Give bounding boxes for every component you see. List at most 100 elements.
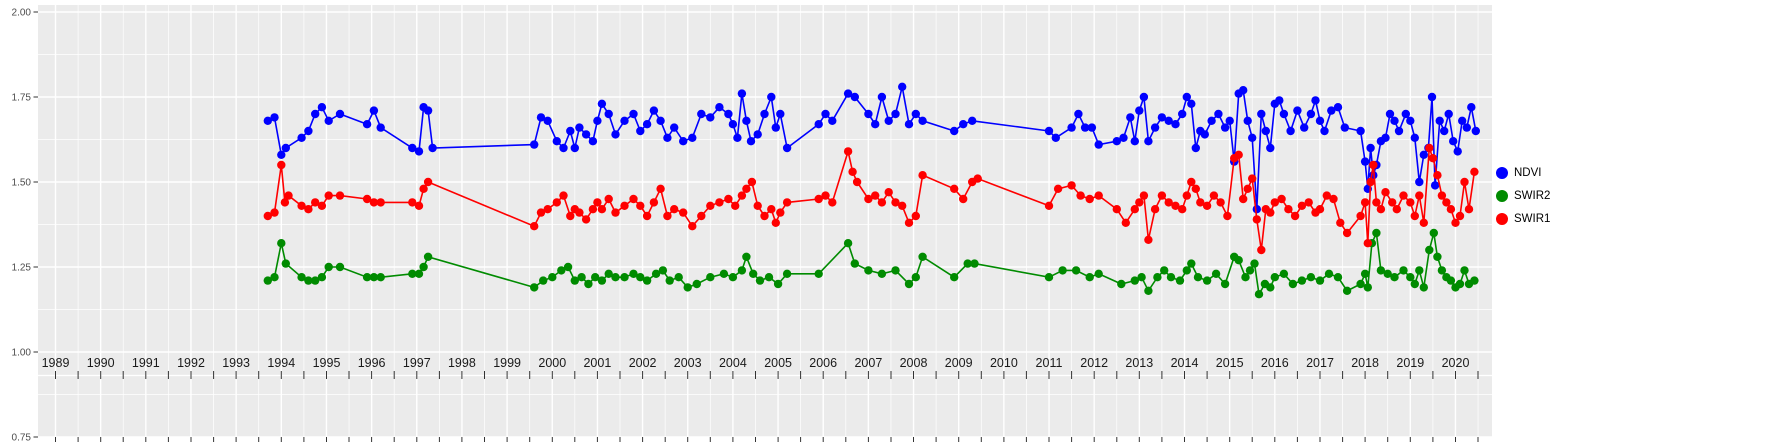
data-point-swir1 [1446,205,1456,214]
data-point-swir2 [1085,273,1094,282]
data-point-swir2 [1153,273,1162,282]
data-point-ndvi [1225,116,1234,126]
data-point-swir1 [1076,191,1085,200]
data-point-ndvi [1144,137,1153,146]
data-point-swir1 [376,198,385,207]
data-point-swir2 [918,252,927,261]
y-axis-label: 0.75 [12,433,32,442]
data-point-ndvi [575,123,584,132]
data-point-ndvi [782,143,792,153]
data-point-swir2 [1406,273,1415,282]
data-point-swir2 [950,273,959,282]
data-point-swir2 [297,273,306,282]
data-point-swir1 [1369,160,1378,170]
data-point-swir1 [1178,205,1187,214]
data-point-swir1 [1257,245,1266,255]
data-point-swir1 [1360,198,1370,207]
data-point-swir1 [335,191,345,200]
plot-panel [38,5,1492,437]
data-point-ndvi [1340,123,1350,132]
data-point-ndvi [679,137,688,146]
data-point-swir2 [1390,273,1399,282]
data-point-swir2 [629,269,638,278]
data-point-swir1 [904,218,914,227]
data-point-swir2 [277,239,286,248]
data-point-swir2 [1324,269,1334,278]
data-point-ndvi [1248,133,1257,142]
data-point-ndvi [1051,133,1061,142]
legend-item-swir1: SWIR1 [1496,209,1550,229]
data-point-ndvi [1119,133,1128,142]
data-point-swir2 [970,259,979,268]
data-point-swir1 [771,218,780,227]
data-point-swir1 [1392,205,1402,214]
data-point-ndvi [1214,109,1223,119]
data-point-swir2 [539,276,548,285]
data-point-swir2 [1044,273,1054,282]
data-point-swir2 [1372,228,1381,238]
data-point-swir2 [1193,273,1203,282]
x-axis-label: 2015 [1216,356,1244,370]
data-point-ndvi [737,89,747,98]
data-point-swir1 [1284,205,1293,214]
data-point-ndvi [688,133,697,142]
data-point-swir1 [1451,218,1460,227]
data-point-swir2 [665,276,674,285]
x-axis-label: 1994 [267,356,295,370]
data-point-swir2 [1315,276,1325,285]
data-point-swir1 [737,191,747,200]
data-point-swir1 [362,194,372,204]
data-point-ndvi [1306,109,1316,119]
x-axis-label: 2019 [1396,356,1424,370]
data-point-ndvi [1293,106,1302,115]
data-point-swir1 [852,177,862,187]
data-point-swir1 [1216,198,1225,207]
data-point-swir1 [1164,198,1173,207]
data-point-swir1 [871,191,880,200]
data-point-swir2 [311,276,320,285]
data-point-swir2 [911,273,920,282]
data-point-swir1 [1342,228,1352,238]
data-point-swir1 [1171,201,1180,210]
data-point-swir1 [688,222,697,231]
data-point-ndvi [362,120,372,129]
data-point-ndvi [588,137,598,146]
data-point-ndvi [1444,109,1453,119]
x-axis-label: 2020 [1442,356,1470,370]
data-point-swir1 [1053,184,1063,193]
data-point-swir1 [877,198,887,207]
y-axis-label: 2.00 [12,8,32,19]
data-point-swir2 [1446,276,1456,285]
data-point-ndvi [536,113,546,122]
data-point-ndvi [911,109,920,119]
data-point-swir1 [1372,198,1381,207]
data-point-swir1 [828,198,837,207]
data-point-swir2 [577,273,586,282]
data-point-swir1 [369,198,379,207]
data-point-ndvi [1311,96,1320,105]
data-point-ndvi [1074,109,1083,119]
data-point-swir1 [1464,205,1474,214]
data-point-swir2 [584,279,593,289]
data-point-swir1 [1376,205,1386,214]
data-point-swir1 [284,191,293,200]
data-point-ndvi [1187,99,1196,109]
data-point-swir1 [575,208,584,217]
data-point-ndvi [1315,116,1325,126]
data-point-swir1 [1202,201,1212,210]
data-point-ndvi [1164,116,1173,126]
data-point-swir2 [1333,273,1343,282]
data-point-ndvi [629,109,638,119]
data-point-ndvi [904,120,914,129]
data-point-ndvi [1067,123,1076,132]
data-point-ndvi [317,103,327,112]
data-point-swir2 [651,269,661,278]
x-axis-label: 2007 [854,356,882,370]
data-point-swir2 [1094,269,1103,278]
data-point-swir2 [1470,276,1479,285]
data-point-ndvi [1130,137,1140,146]
data-point-swir1 [277,160,286,170]
x-axis-label: 2006 [809,356,837,370]
x-axis-label: 1991 [132,356,160,370]
